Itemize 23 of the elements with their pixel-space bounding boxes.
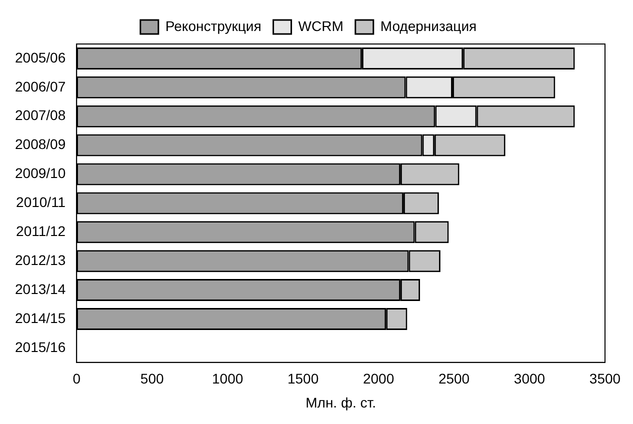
y-tick-label: 2010/11 (16, 194, 66, 210)
x-tick-label: 500 (140, 370, 164, 387)
x-tick-label: 1000 (212, 370, 244, 387)
y-tick-label: 2012/13 (14, 252, 66, 268)
y-tick-label: 2015/16 (14, 338, 66, 355)
x-tick-label: 0 (72, 370, 81, 387)
y-tick-label: 2013/14 (14, 280, 66, 297)
y-tick-label: 2008/09 (14, 136, 66, 152)
y-tick-label: 2011/12 (16, 223, 66, 240)
x-tick-label: 3000 (514, 370, 546, 387)
y-tick-label: 2007/08 (14, 107, 66, 124)
y-tick-label: 2009/10 (14, 165, 66, 182)
y-tick-label: 2014/15 (14, 310, 66, 326)
legend-label: Реконструкция (165, 18, 262, 34)
y-tick-label: 2006/07 (14, 78, 66, 94)
y-tick-label: 2005/06 (14, 49, 66, 66)
legend-label: Модернизация (380, 18, 477, 34)
x-tick-label: 2000 (362, 370, 394, 387)
legend-label: WCRM (298, 18, 344, 34)
x-tick-label: 1500 (287, 370, 319, 387)
x-tick-label: 2500 (438, 370, 470, 387)
x-tick-label: 3500 (589, 370, 621, 387)
x-axis-title: Млн. ф. ст. (306, 394, 376, 410)
